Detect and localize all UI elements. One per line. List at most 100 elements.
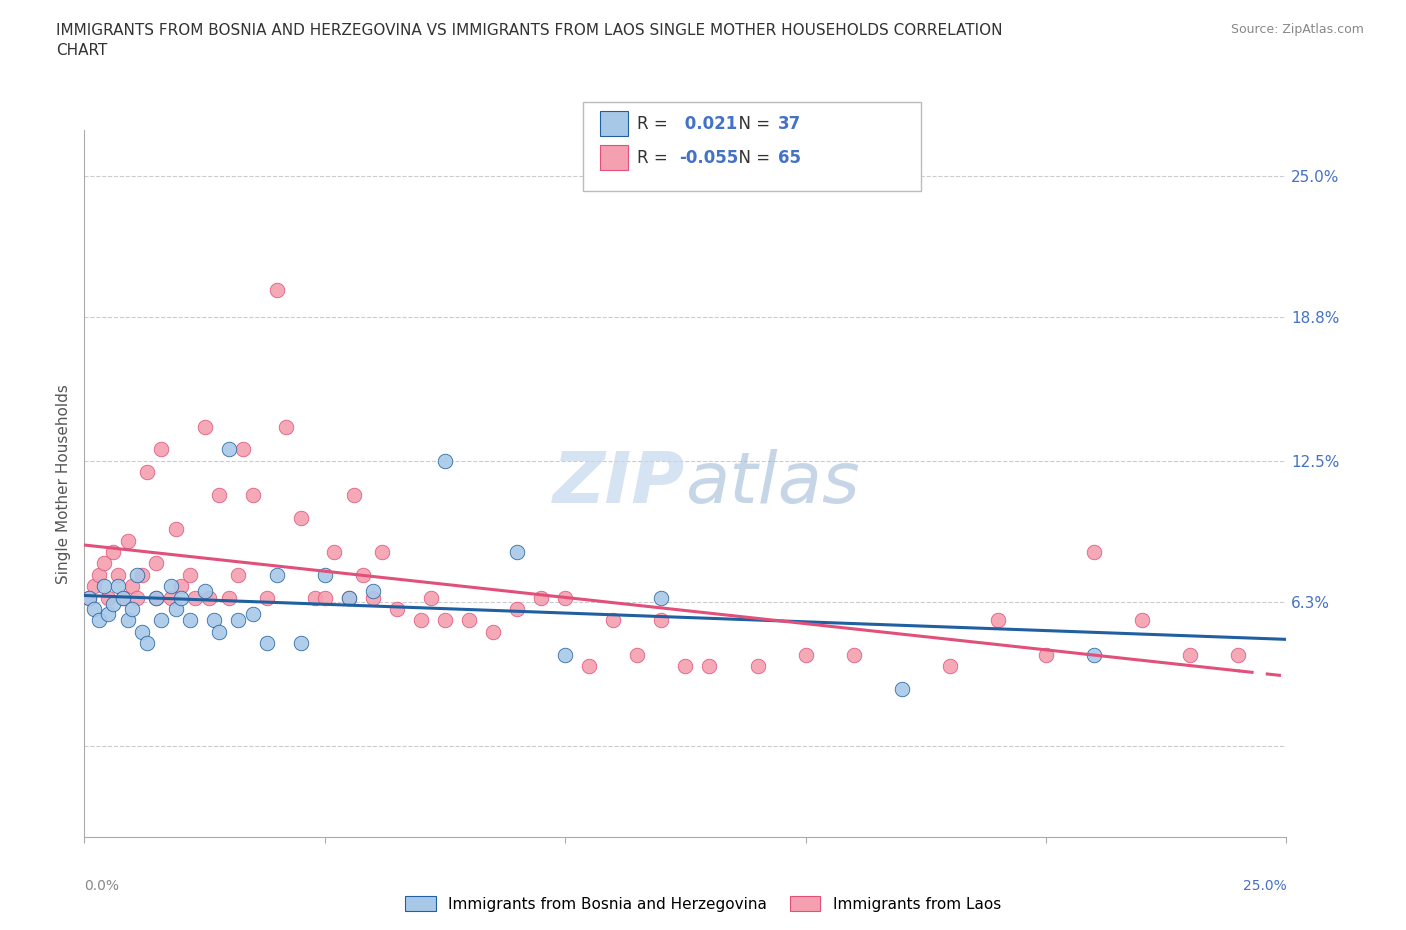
Point bbox=[160, 578, 183, 593]
Point bbox=[314, 591, 336, 605]
Point bbox=[626, 647, 648, 662]
Point bbox=[135, 465, 157, 480]
Point bbox=[276, 419, 298, 434]
Point bbox=[160, 591, 183, 605]
Point bbox=[987, 613, 1010, 628]
Point bbox=[337, 591, 360, 605]
Point bbox=[554, 647, 576, 662]
Point bbox=[256, 591, 278, 605]
Point bbox=[198, 591, 221, 605]
Point bbox=[842, 647, 865, 662]
Point bbox=[165, 522, 187, 537]
Point bbox=[150, 613, 173, 628]
Point bbox=[131, 567, 153, 582]
Point bbox=[290, 636, 312, 651]
Point bbox=[323, 545, 346, 560]
Point bbox=[165, 602, 187, 617]
Text: 0.021: 0.021 bbox=[679, 114, 737, 133]
Point bbox=[256, 636, 278, 651]
Text: 25.0%: 25.0% bbox=[1243, 880, 1286, 894]
Point bbox=[554, 591, 576, 605]
Point bbox=[226, 567, 249, 582]
Text: 65: 65 bbox=[778, 149, 800, 167]
Point bbox=[1035, 647, 1057, 662]
Point bbox=[111, 591, 134, 605]
Point bbox=[208, 624, 231, 639]
Point bbox=[482, 624, 505, 639]
Point bbox=[578, 658, 600, 673]
Point bbox=[266, 283, 288, 298]
Point bbox=[242, 487, 264, 502]
Point bbox=[361, 591, 384, 605]
Point bbox=[135, 636, 157, 651]
Point bbox=[266, 567, 288, 582]
Point bbox=[93, 556, 115, 571]
Point bbox=[131, 624, 153, 639]
Point bbox=[127, 567, 149, 582]
Point bbox=[290, 511, 312, 525]
Point bbox=[107, 578, 129, 593]
Point bbox=[117, 613, 139, 628]
Point bbox=[352, 567, 374, 582]
Point bbox=[675, 658, 697, 673]
Point bbox=[87, 567, 110, 582]
Point bbox=[794, 647, 817, 662]
Point bbox=[121, 578, 143, 593]
Point bbox=[208, 487, 231, 502]
Point bbox=[939, 658, 962, 673]
Point bbox=[169, 578, 191, 593]
Point bbox=[337, 591, 360, 605]
Point bbox=[194, 419, 217, 434]
Point bbox=[121, 602, 143, 617]
Point bbox=[699, 658, 721, 673]
Point bbox=[1130, 613, 1153, 628]
Point bbox=[747, 658, 769, 673]
Point bbox=[1227, 647, 1250, 662]
Point bbox=[530, 591, 553, 605]
Point bbox=[83, 602, 105, 617]
Point bbox=[650, 591, 672, 605]
Text: IMMIGRANTS FROM BOSNIA AND HERZEGOVINA VS IMMIGRANTS FROM LAOS SINGLE MOTHER HOU: IMMIGRANTS FROM BOSNIA AND HERZEGOVINA V… bbox=[56, 23, 1002, 58]
Point bbox=[506, 602, 529, 617]
Point bbox=[97, 591, 120, 605]
Text: N =: N = bbox=[728, 114, 776, 133]
Text: N =: N = bbox=[728, 149, 776, 167]
Point bbox=[434, 613, 457, 628]
Point bbox=[602, 613, 624, 628]
Point bbox=[111, 591, 134, 605]
Point bbox=[103, 545, 125, 560]
Point bbox=[232, 442, 254, 457]
Point bbox=[145, 591, 167, 605]
Point bbox=[145, 591, 167, 605]
Point bbox=[434, 453, 457, 468]
Text: R =: R = bbox=[637, 114, 673, 133]
Point bbox=[179, 613, 201, 628]
Point bbox=[179, 567, 201, 582]
Point bbox=[218, 591, 240, 605]
Point bbox=[343, 487, 366, 502]
Text: 0.0%: 0.0% bbox=[84, 880, 120, 894]
Point bbox=[361, 583, 384, 598]
Text: Source: ZipAtlas.com: Source: ZipAtlas.com bbox=[1230, 23, 1364, 36]
Point bbox=[93, 578, 115, 593]
Point bbox=[218, 442, 240, 457]
Y-axis label: Single Mother Households: Single Mother Households bbox=[56, 384, 72, 583]
Point bbox=[145, 556, 167, 571]
Point bbox=[107, 567, 129, 582]
Point bbox=[127, 591, 149, 605]
Point bbox=[150, 442, 173, 457]
Point bbox=[419, 591, 441, 605]
Point bbox=[77, 591, 100, 605]
Point bbox=[1083, 647, 1105, 662]
Point bbox=[194, 583, 217, 598]
Legend: Immigrants from Bosnia and Herzegovina, Immigrants from Laos: Immigrants from Bosnia and Herzegovina, … bbox=[399, 889, 1007, 918]
Point bbox=[1180, 647, 1202, 662]
Point bbox=[226, 613, 249, 628]
Text: ZIP: ZIP bbox=[553, 449, 686, 518]
Point bbox=[242, 606, 264, 621]
Point bbox=[1083, 545, 1105, 560]
Text: 37: 37 bbox=[778, 114, 801, 133]
Text: R =: R = bbox=[637, 149, 673, 167]
Point bbox=[97, 606, 120, 621]
Point bbox=[314, 567, 336, 582]
